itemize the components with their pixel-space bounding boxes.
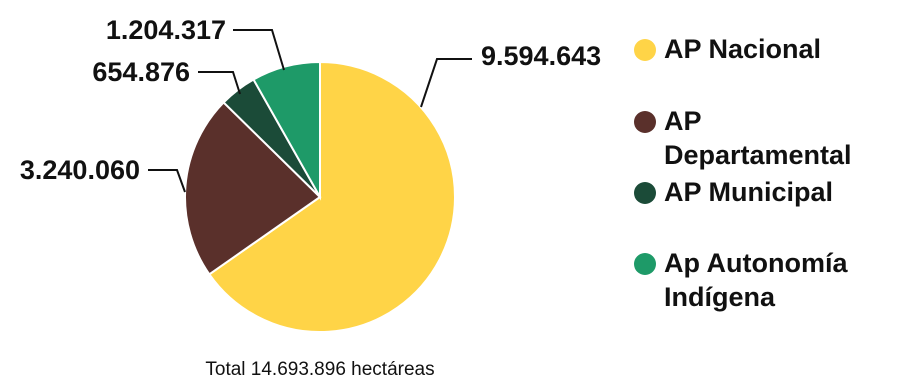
legend-swatch-departamental: [634, 111, 656, 133]
total-label: Total 14.693.896 hectáreas: [205, 359, 434, 380]
pie-slice-departamental: [184, 101, 322, 276]
pie-slices: [184, 60, 456, 333]
legend-label-departamental: AP Departamental: [664, 106, 852, 170]
pie-slice-nacional: [207, 60, 456, 333]
legend-label-municipal: AP Municipal: [664, 177, 834, 207]
leader-line-municipal: [198, 71, 241, 95]
legend-label-nacional: AP Nacional: [664, 34, 822, 64]
value-label-nacional: 9.594.643: [481, 41, 601, 71]
legend-label-autonomia: Ap Autonomía Indígena: [664, 248, 848, 312]
leader-line-autonomia: [233, 29, 285, 71]
legend-swatch-municipal: [634, 182, 656, 204]
value-label-municipal: 654.876: [92, 57, 190, 87]
legend-item-municipal: AP Municipal: [634, 175, 894, 209]
pie-slice-autonomia: [252, 60, 321, 201]
legend-swatch-autonomia: [634, 253, 656, 275]
legend-item-nacional: AP Nacional: [634, 32, 894, 66]
leader-line-nacional: [420, 58, 472, 108]
leader-line-departamental: [148, 169, 186, 193]
legend-item-departamental: AP Departamental: [634, 104, 894, 172]
value-label-departamental: 3.240.060: [20, 155, 140, 185]
legend-swatch-nacional: [634, 39, 656, 61]
value-label-autonomia: 1.204.317: [106, 15, 226, 45]
legend-item-autonomia: Ap Autonomía Indígena: [634, 246, 894, 314]
leader-lines: [148, 29, 472, 193]
